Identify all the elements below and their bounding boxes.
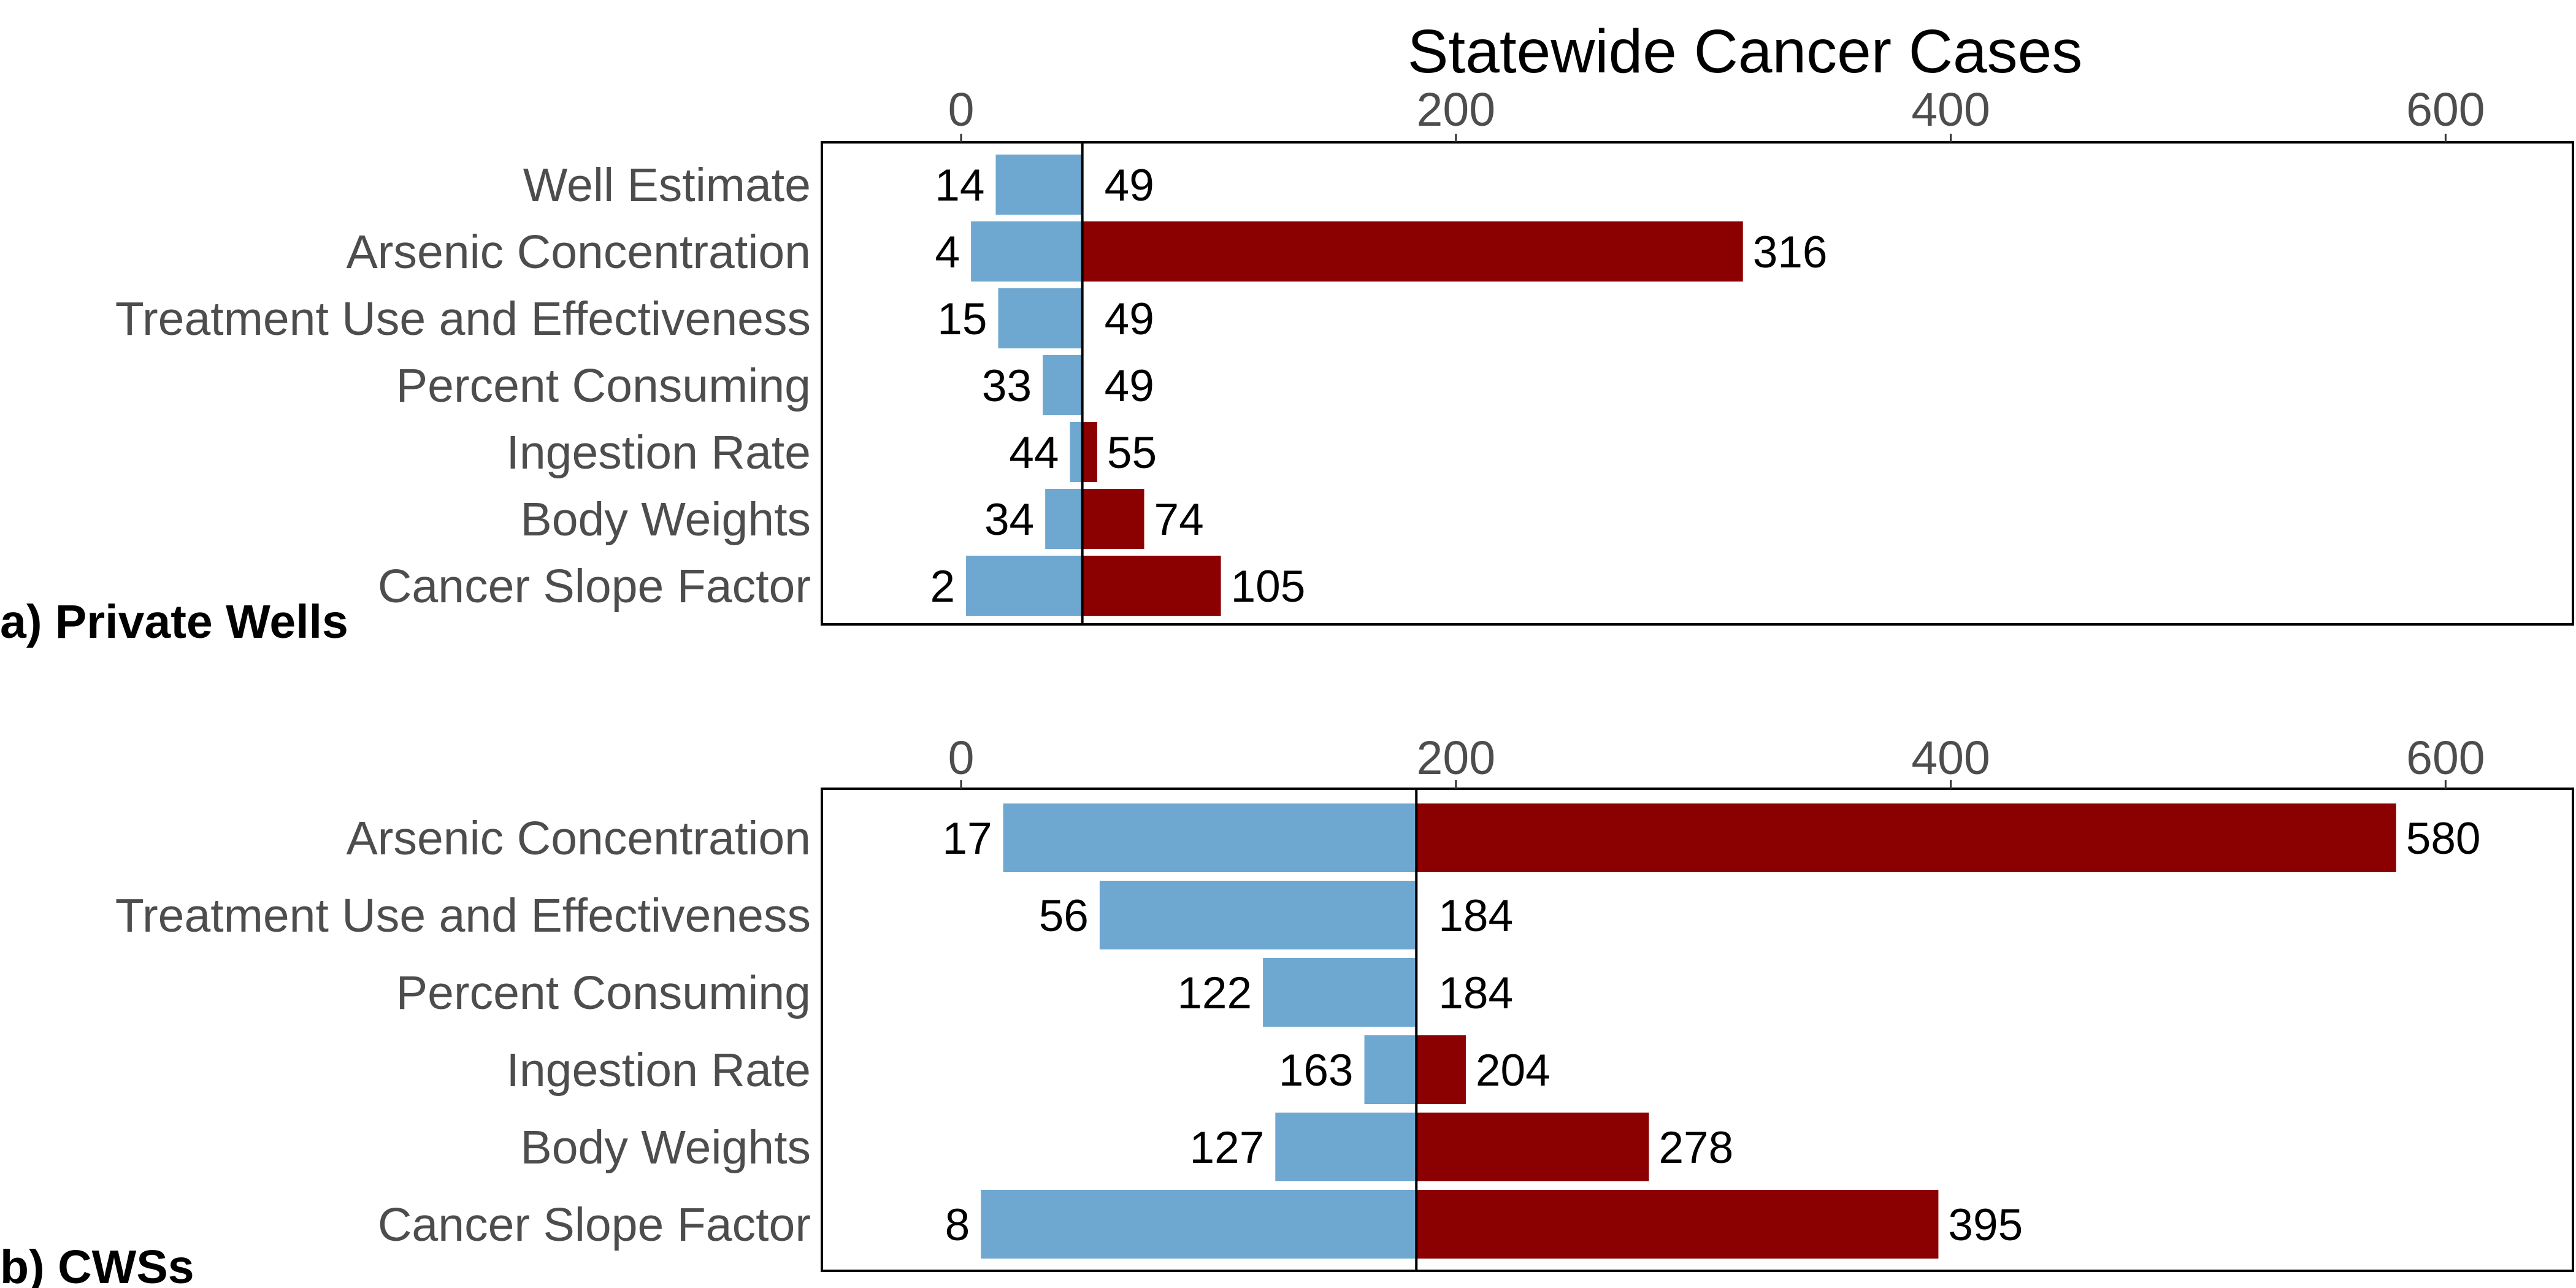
category-label: Treatment Use and Effectiveness xyxy=(115,889,811,942)
bar-low xyxy=(1275,1113,1417,1181)
value-label-low: 8 xyxy=(945,1200,970,1250)
category-label: Well Estimate xyxy=(523,159,811,212)
bar-low xyxy=(1045,489,1083,549)
category-label: Cancer Slope Factor xyxy=(378,1198,811,1251)
value-label-low: 56 xyxy=(1039,891,1089,941)
panel-cwss: 0 200 400 600 Arsenic Concentration 17 580 Trea… xyxy=(0,732,2574,1288)
bar-low xyxy=(1070,422,1083,482)
value-label-low: 163 xyxy=(1279,1046,1354,1095)
value-label-low: 44 xyxy=(1009,428,1059,478)
panel-label: a) Private Wells xyxy=(0,596,348,648)
value-label-high: 74 xyxy=(1154,495,1204,545)
panel-private-wells: 0 200 400 600 Well Estimate 14 49 Arsenic Conce… xyxy=(0,83,2574,648)
category-label: Treatment Use and Effectiveness xyxy=(115,293,811,345)
value-label-high: 278 xyxy=(1658,1123,1733,1173)
value-label-low: 34 xyxy=(984,495,1034,545)
bar-low xyxy=(1263,958,1417,1027)
bar-high xyxy=(1082,489,1144,549)
value-label-high: 184 xyxy=(1438,968,1513,1018)
panel-frame xyxy=(821,788,2574,1272)
value-label-low: 122 xyxy=(1177,968,1252,1018)
bar-low xyxy=(1364,1035,1417,1104)
bar-high xyxy=(1416,1035,1466,1104)
category-label: Body Weights xyxy=(520,1121,811,1174)
value-label-high: 55 xyxy=(1107,428,1157,478)
bar-high xyxy=(1416,803,2396,872)
bar-low xyxy=(1003,803,1417,872)
x-tick-label: 600 xyxy=(2406,732,2485,784)
category-label: Ingestion Rate xyxy=(506,1044,811,1097)
value-label-high: 184 xyxy=(1438,891,1513,941)
value-label-high: 316 xyxy=(1753,228,1828,277)
value-label-low: 14 xyxy=(935,161,984,210)
category-label: Arsenic Concentration xyxy=(346,226,811,278)
category-label: Cancer Slope Factor xyxy=(378,560,811,613)
bar-high xyxy=(1416,1113,1649,1181)
bar-high xyxy=(1082,422,1097,482)
category-label: Arsenic Concentration xyxy=(346,812,811,865)
panel-frame xyxy=(821,141,2574,626)
x-tick-label: 200 xyxy=(1417,83,1495,136)
value-label-low: 4 xyxy=(935,228,960,277)
bar-low xyxy=(1099,881,1417,949)
category-label: Body Weights xyxy=(520,493,811,546)
x-tick-label: 400 xyxy=(1911,83,1990,136)
chart-panels: 0 200 400 600 Well Estimate 14 49 Arsenic Conce… xyxy=(0,83,2574,1288)
category-label: Percent Consuming xyxy=(396,967,811,1019)
value-label-low: 2 xyxy=(930,562,955,611)
value-label-high: 49 xyxy=(1105,361,1154,411)
x-tick-label: 400 xyxy=(1911,732,1990,784)
bar-low xyxy=(1043,355,1083,415)
value-label-low: 17 xyxy=(942,814,992,864)
x-tick-label: 200 xyxy=(1417,732,1495,784)
value-label-high: 204 xyxy=(1476,1046,1551,1095)
value-label-low: 127 xyxy=(1190,1123,1265,1173)
value-label-high: 395 xyxy=(1948,1200,2023,1250)
value-label-high: 580 xyxy=(2406,814,2481,864)
bar-high xyxy=(1416,1190,1939,1259)
value-label-low: 15 xyxy=(937,294,987,344)
category-label: Percent Consuming xyxy=(396,359,811,412)
bar-low xyxy=(966,556,1083,616)
bar-low xyxy=(981,1190,1417,1259)
bar-high xyxy=(1082,556,1221,616)
value-label-high: 49 xyxy=(1105,294,1154,344)
x-tick-label: 0 xyxy=(948,83,975,136)
x-axis-title: Statewide Cancer Cases xyxy=(1408,17,2083,86)
bar-high xyxy=(1082,221,1743,282)
bar-low xyxy=(971,221,1083,282)
bar-low xyxy=(998,288,1083,348)
x-tick-label: 600 xyxy=(2406,83,2485,136)
x-tick-label: 0 xyxy=(948,732,975,784)
bar-low xyxy=(995,155,1083,215)
value-label-high: 105 xyxy=(1231,562,1306,611)
category-label: Ingestion Rate xyxy=(506,426,811,479)
value-label-high: 49 xyxy=(1105,161,1154,210)
panel-label: b) CWSs xyxy=(0,1241,194,1288)
value-label-low: 33 xyxy=(982,361,1032,411)
